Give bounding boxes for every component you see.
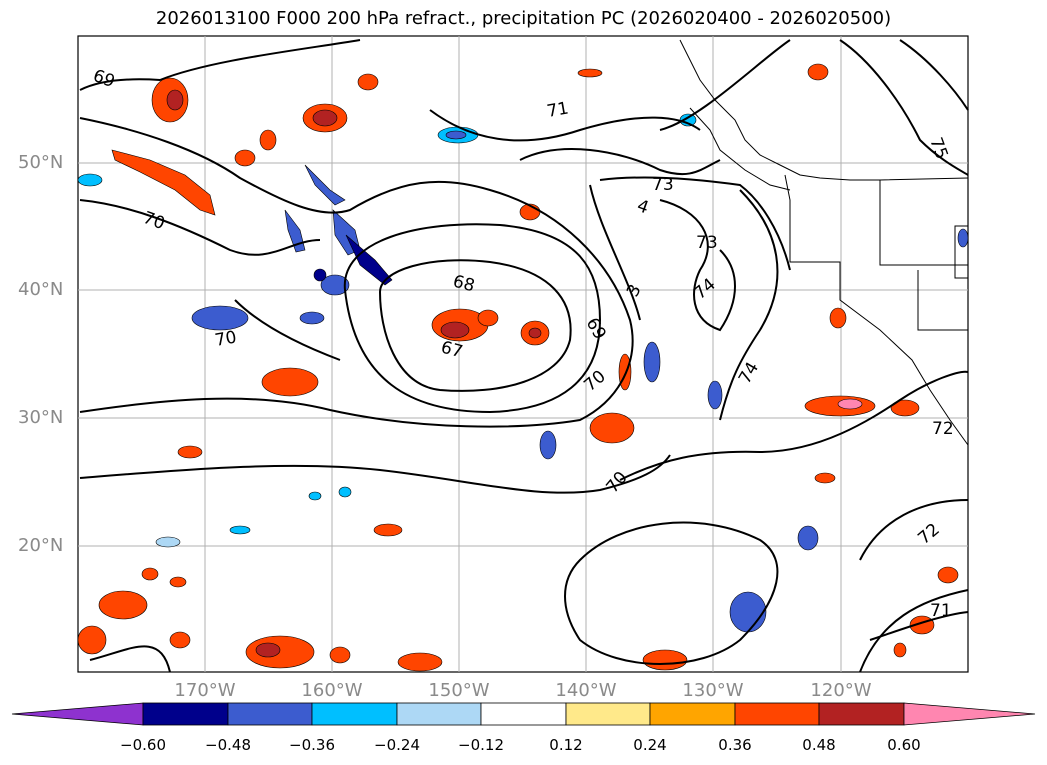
precip-positive [77, 63, 959, 672]
colorbar-segment [818, 702, 905, 726]
contour-label: 73 [696, 233, 718, 253]
contour-label: 73 [652, 175, 674, 195]
lon-label: 170°W [174, 680, 236, 701]
colorbar-tick: 0.12 [549, 736, 583, 754]
colorbar-segment [311, 702, 398, 726]
lon-label: 160°W [301, 680, 363, 701]
colorbar-tick: −0.12 [458, 736, 504, 754]
colorbar-segment [734, 702, 820, 726]
colorbar-tick: 0.48 [802, 736, 836, 754]
colorbar-segment [227, 702, 313, 726]
map-frame [77, 35, 969, 673]
colorbar-tick: 0.36 [718, 736, 752, 754]
colorbar-segment [903, 702, 1036, 726]
lat-label: 20°N [18, 535, 64, 556]
gridlines [78, 36, 968, 672]
colorbar-tick: −0.60 [120, 736, 166, 754]
contour-label: 72 [932, 419, 954, 439]
colorbar-segment [649, 702, 736, 726]
refractivity-contours [79, 39, 969, 673]
colorbar-tick: −0.48 [205, 736, 251, 754]
contour-label: 71 [930, 601, 952, 621]
colorbar-tick: 0.24 [633, 736, 667, 754]
lon-label: 150°W [428, 680, 490, 701]
colorbar-segment [565, 702, 651, 726]
precip-negative [77, 113, 969, 633]
colorbar-tick: −0.24 [374, 736, 420, 754]
contour-label: 71 [545, 98, 570, 121]
lat-label: 50°N [18, 152, 64, 173]
map-title: 2026013100 F000 200 hPa refract., precip… [155, 8, 892, 29]
colorbar-segment [396, 702, 482, 726]
lon-label: 120°W [810, 680, 872, 701]
colorbar [11, 702, 1036, 726]
colorbar-tick: 0.60 [887, 736, 921, 754]
coastlines [679, 39, 969, 446]
lon-label: 130°W [682, 680, 744, 701]
lat-label: 30°N [18, 407, 64, 428]
colorbar-tick: −0.36 [289, 736, 335, 754]
colorbar-segment [11, 702, 144, 726]
colorbar-segment [142, 702, 229, 726]
colorbar-segment [480, 702, 567, 726]
lon-label: 140°W [555, 680, 617, 701]
lat-label: 40°N [18, 279, 64, 300]
contour-label: 70 [213, 327, 238, 350]
